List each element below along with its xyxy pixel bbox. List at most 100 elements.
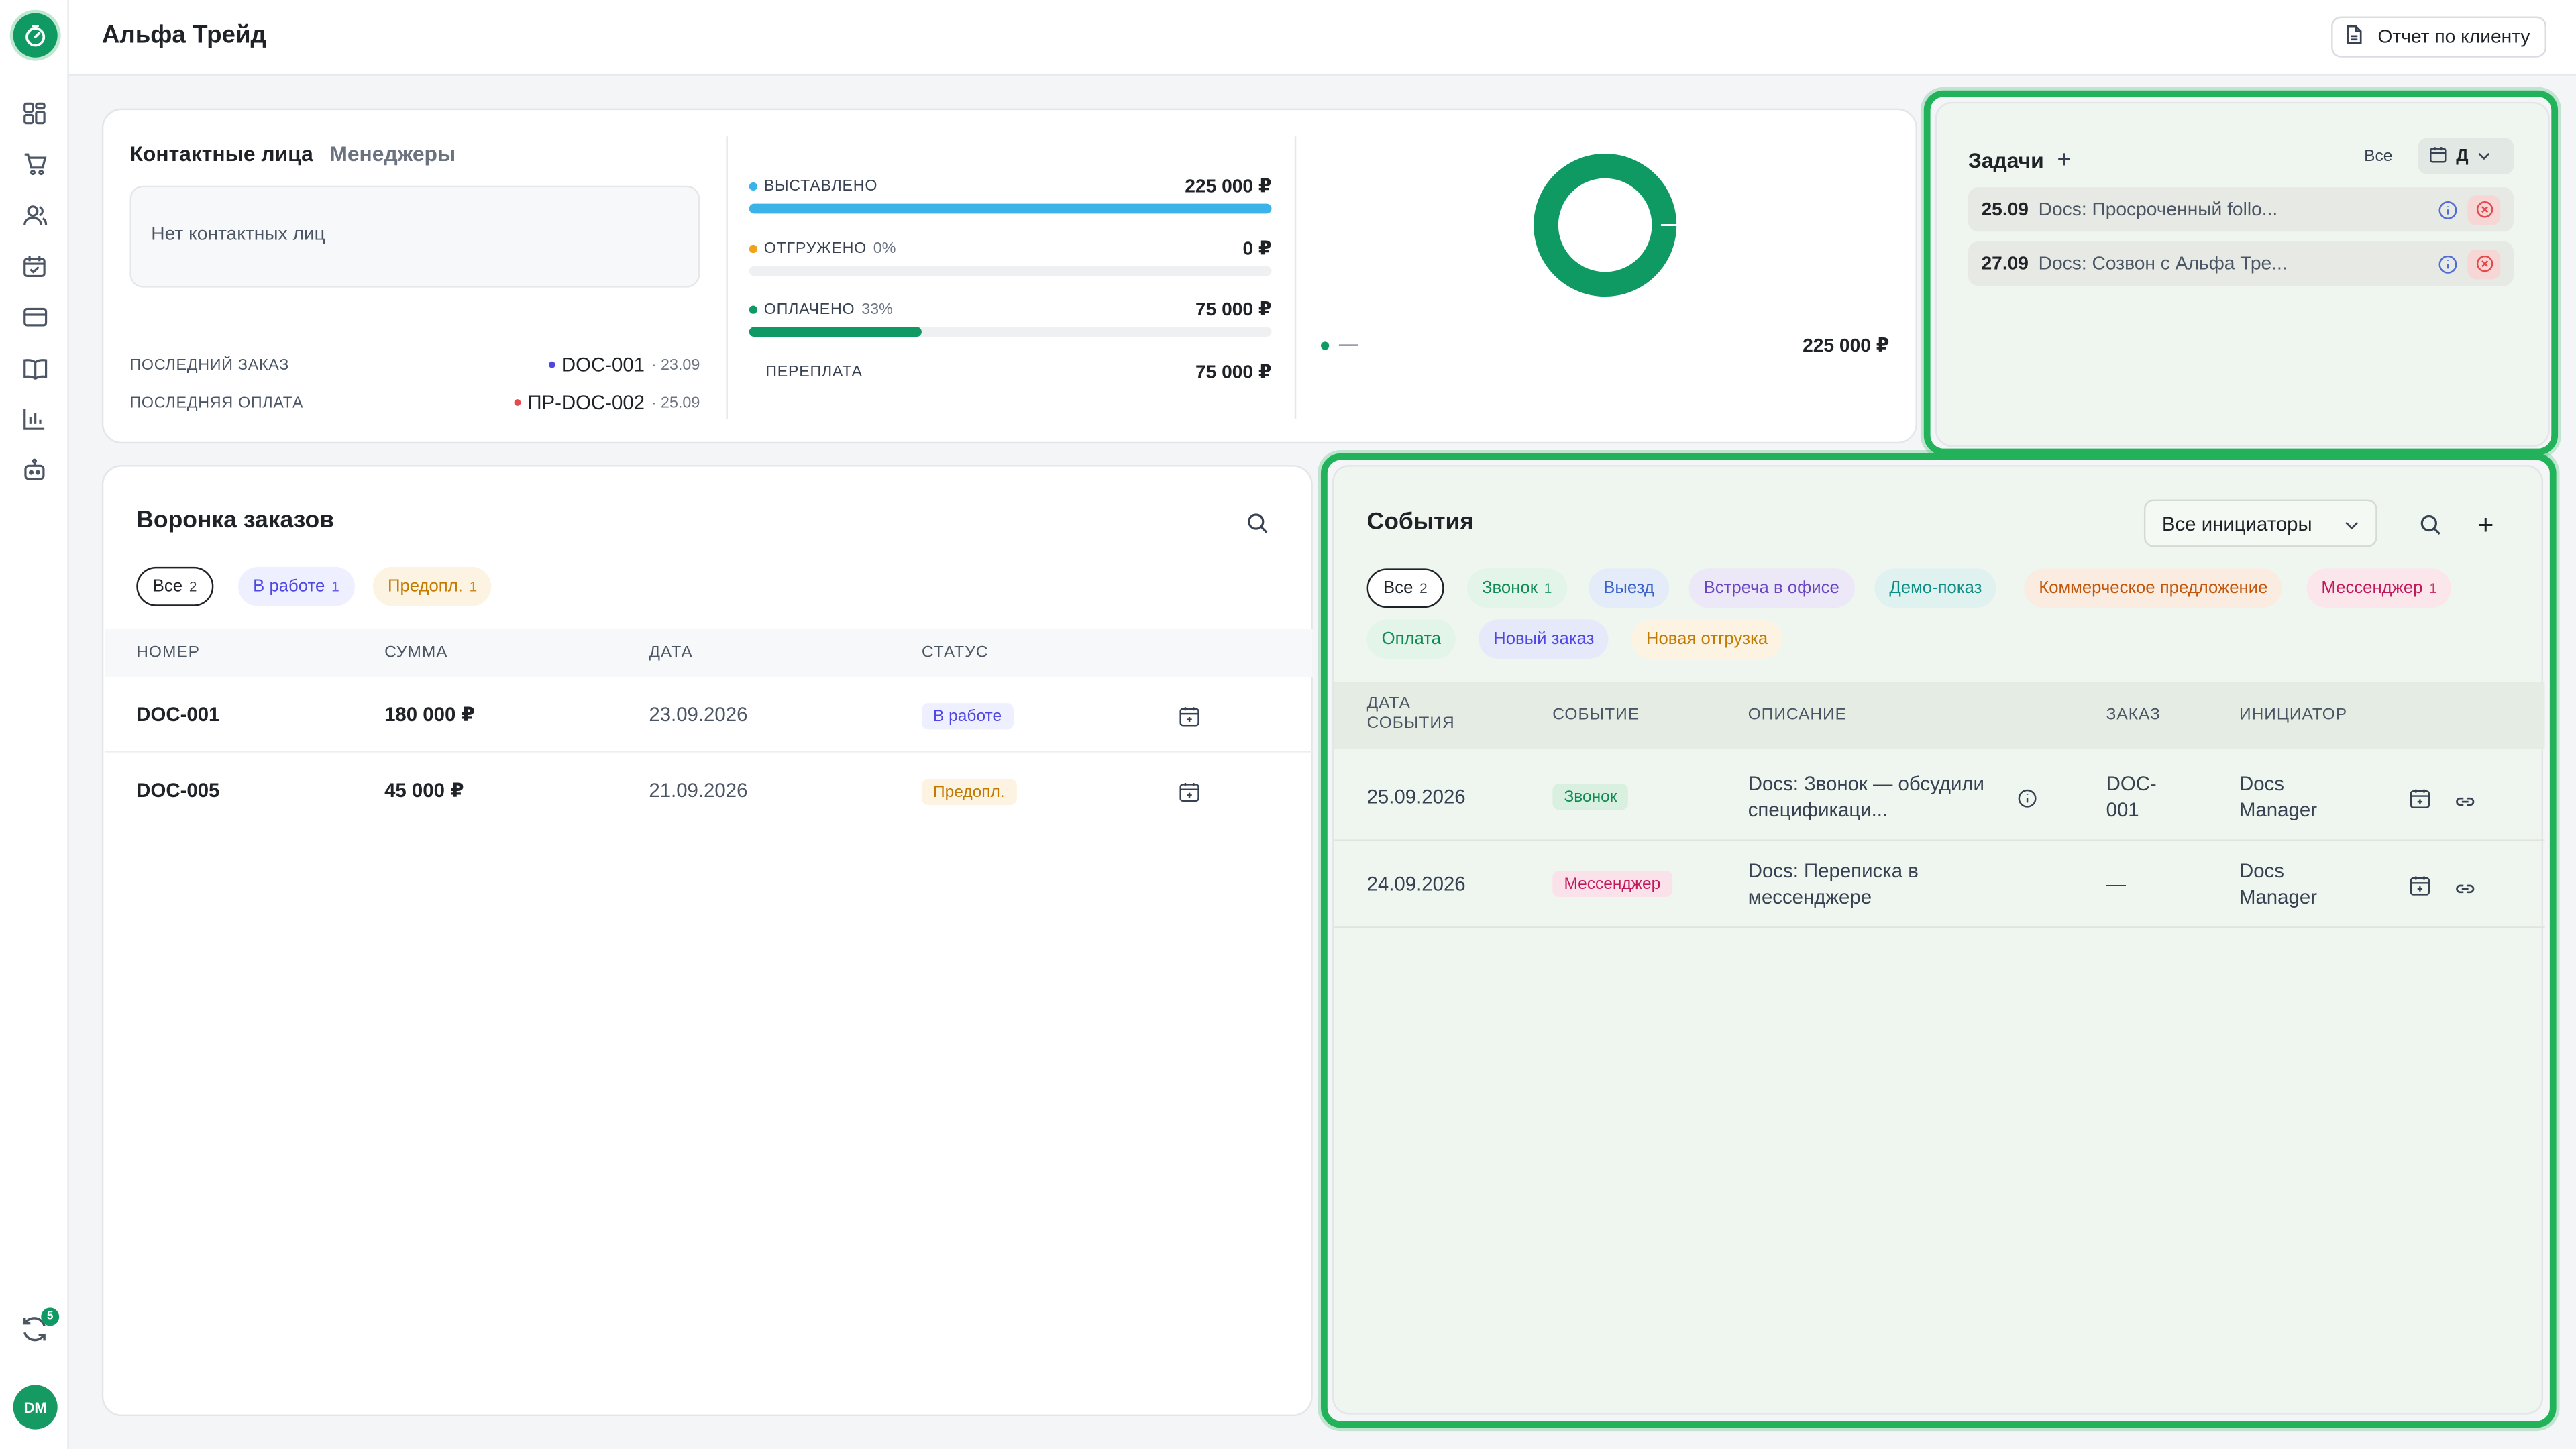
table-row[interactable]: DOC-005 45 000 ₽ 21.09.2026 Предопл.	[105, 754, 1313, 830]
info-icon[interactable]	[2017, 787, 2037, 816]
credit-card-icon[interactable]	[19, 303, 49, 332]
funnel-chip-in-work[interactable]: В работе 1	[238, 566, 354, 606]
chip-count: 2	[1419, 580, 1428, 596]
client-report-label: Отчет по клиенту	[2377, 27, 2530, 47]
book-icon[interactable]	[19, 354, 49, 383]
initiators-select[interactable]: Все инициаторы	[2143, 499, 2377, 547]
events-chip-offer[interactable]: Коммерческое предложение	[2024, 568, 2283, 608]
initiator-line: Docs	[2239, 859, 2284, 883]
events-chip-call[interactable]: Звонок 1	[1466, 568, 1567, 608]
events-chip-new-shipment[interactable]: Новая отгрузка	[1631, 619, 1783, 659]
bar-chart-icon[interactable]	[19, 404, 49, 433]
chip-count: 2	[189, 578, 197, 595]
add-to-calendar-icon[interactable]	[2410, 787, 2430, 816]
add-to-calendar-icon[interactable]	[2410, 874, 2430, 904]
cancel-task-icon[interactable]	[2467, 195, 2501, 225]
fin-percent: 33%	[861, 299, 893, 318]
progress-bar-invoiced	[749, 203, 1272, 214]
order-number: DOC-005	[136, 778, 220, 802]
status-badge: В работе	[921, 703, 1014, 730]
funnel-chip-all[interactable]: Все 2	[136, 566, 213, 606]
robot-icon[interactable]	[19, 455, 49, 484]
column-header: СУММА	[384, 644, 448, 662]
events-chip-payment[interactable]: Оплата	[1366, 619, 1456, 659]
chip-label: Выезд	[1603, 578, 1654, 598]
calendar-check-icon[interactable]	[19, 252, 49, 281]
sync-count-badge: 5	[41, 1307, 60, 1326]
events-chip-new-order[interactable]: Новый заказ	[1479, 619, 1609, 659]
chip-label: Новый заказ	[1493, 629, 1595, 649]
table-row[interactable]: DOC-001 180 000 ₽ 23.09.2026 В работе	[105, 677, 1313, 753]
fin-row-invoiced: ВЫСТАВЛЕНО 225 000 ₽	[749, 174, 1272, 197]
sync-icon[interactable]: 5	[19, 1307, 60, 1347]
funnel-chip-prepaid[interactable]: Предопл. 1	[372, 566, 492, 606]
column-header: ИНИЦИАТОР	[2239, 706, 2348, 725]
avatar[interactable]: DM	[13, 1385, 58, 1430]
cart-icon[interactable]	[19, 150, 49, 179]
event-description: Docs: Переписка в мессенджере	[1748, 857, 1919, 910]
info-icon[interactable]	[2438, 200, 2457, 219]
search-icon[interactable]	[1247, 513, 1269, 542]
header: Альфа Трейд Отчет по клиенту	[68, 0, 2576, 76]
events-table-header: ДАТА СОБЫТИЯ СОБЫТИЕ ОПИСАНИЕ ЗАКАЗ ИНИЦИ…	[1334, 682, 2545, 749]
task-item[interactable]: 25.09 Docs: Просроченный follo...	[1968, 187, 2514, 232]
events-chip-office-meeting[interactable]: Встреча в офисе	[1688, 568, 1854, 608]
add-event-icon[interactable]: +	[2477, 509, 2494, 541]
tab-contacts[interactable]: Контактные лица	[129, 141, 313, 166]
search-icon[interactable]	[2420, 515, 2441, 544]
last-order-row: ПОСЛЕДНИЙ ЗАКАЗ DOC-001 · 23.09	[129, 354, 700, 376]
last-order-number: DOC-001	[561, 353, 645, 376]
info-icon[interactable]	[2438, 254, 2457, 273]
events-chip-messenger[interactable]: Мессенджер 1	[2306, 568, 2452, 608]
contacts-tabs: Контактные лица Менеджеры	[129, 142, 455, 166]
fin-row-paid: ОПЛАЧЕНО 33% 75 000 ₽	[749, 297, 1272, 321]
description-line: мессенджере	[1748, 885, 1872, 909]
sidebar: 5 DM	[0, 0, 69, 1449]
divider	[1294, 136, 1297, 419]
chip-label: В работе	[253, 576, 325, 596]
client-report-button[interactable]: Отчет по клиенту	[2331, 16, 2546, 58]
event-order[interactable]: DOC- 001	[2106, 771, 2157, 823]
column-header: ДАТА СОБЫТИЯ	[1367, 695, 1455, 735]
fin-label: ПЕРЕПЛАТА	[765, 362, 863, 380]
last-order-value[interactable]: DOC-001 · 23.09	[548, 354, 700, 376]
stopwatch-icon[interactable]	[13, 13, 58, 58]
table-row[interactable]: 25.09.2026 Звонок Docs: Звонок — обсудил…	[1334, 754, 2545, 841]
column-header: СОБЫТИЕ	[1552, 706, 1640, 725]
tasks-filter-all[interactable]: Все	[2364, 148, 2393, 166]
add-to-calendar-icon[interactable]	[1179, 705, 1199, 735]
add-task-icon[interactable]: +	[2057, 146, 2072, 174]
link-icon[interactable]	[2455, 875, 2476, 905]
link-icon[interactable]	[2455, 789, 2476, 818]
column-header: НОМЕР	[136, 644, 200, 662]
column-header: СТАТУС	[921, 644, 989, 662]
chip-label: Демо-показ	[1889, 578, 1982, 598]
column-header: ЗАКАЗ	[2106, 706, 2161, 725]
tasks-period-select[interactable]: Д	[2418, 138, 2514, 174]
task-text: Docs: Просроченный follo...	[2038, 199, 2278, 219]
summary-card: Контактные лица Менеджеры Нет контактных…	[101, 108, 1917, 444]
dashboard-icon[interactable]	[19, 99, 49, 128]
events-chip-demo[interactable]: Демо-показ	[1874, 568, 1997, 608]
users-icon[interactable]	[19, 201, 49, 230]
fin-row-shipped: ОТГРУЖЕНО 0% 0 ₽	[749, 237, 1272, 260]
fin-value: 225 000 ₽	[1185, 177, 1272, 197]
chip-count: 1	[331, 578, 339, 595]
last-payment-value[interactable]: ПР-DOC-002 · 25.09	[514, 390, 700, 415]
task-text: Docs: Созвон с Альфа Тре...	[2038, 254, 2288, 274]
tab-managers[interactable]: Менеджеры	[329, 141, 456, 166]
chip-label: Все	[152, 576, 183, 596]
last-payment-number: ПР-DOC-002	[527, 390, 645, 415]
cancel-task-icon[interactable]	[2467, 249, 2501, 279]
add-to-calendar-icon[interactable]	[1179, 780, 1199, 810]
chip-label: Звонок	[1481, 578, 1538, 598]
legend-dot-icon	[1320, 341, 1330, 350]
order-sum: 45 000 ₽	[384, 778, 464, 802]
task-date: 27.09	[1981, 254, 2029, 274]
payment-dot-icon	[514, 399, 521, 406]
task-item[interactable]: 27.09 Docs: Созвон с Альфа Тре...	[1968, 241, 2514, 286]
order-date: 21.09.2026	[649, 778, 748, 802]
events-chip-visit[interactable]: Выезд	[1589, 568, 1669, 608]
events-chip-all[interactable]: Все 2	[1366, 568, 1444, 608]
